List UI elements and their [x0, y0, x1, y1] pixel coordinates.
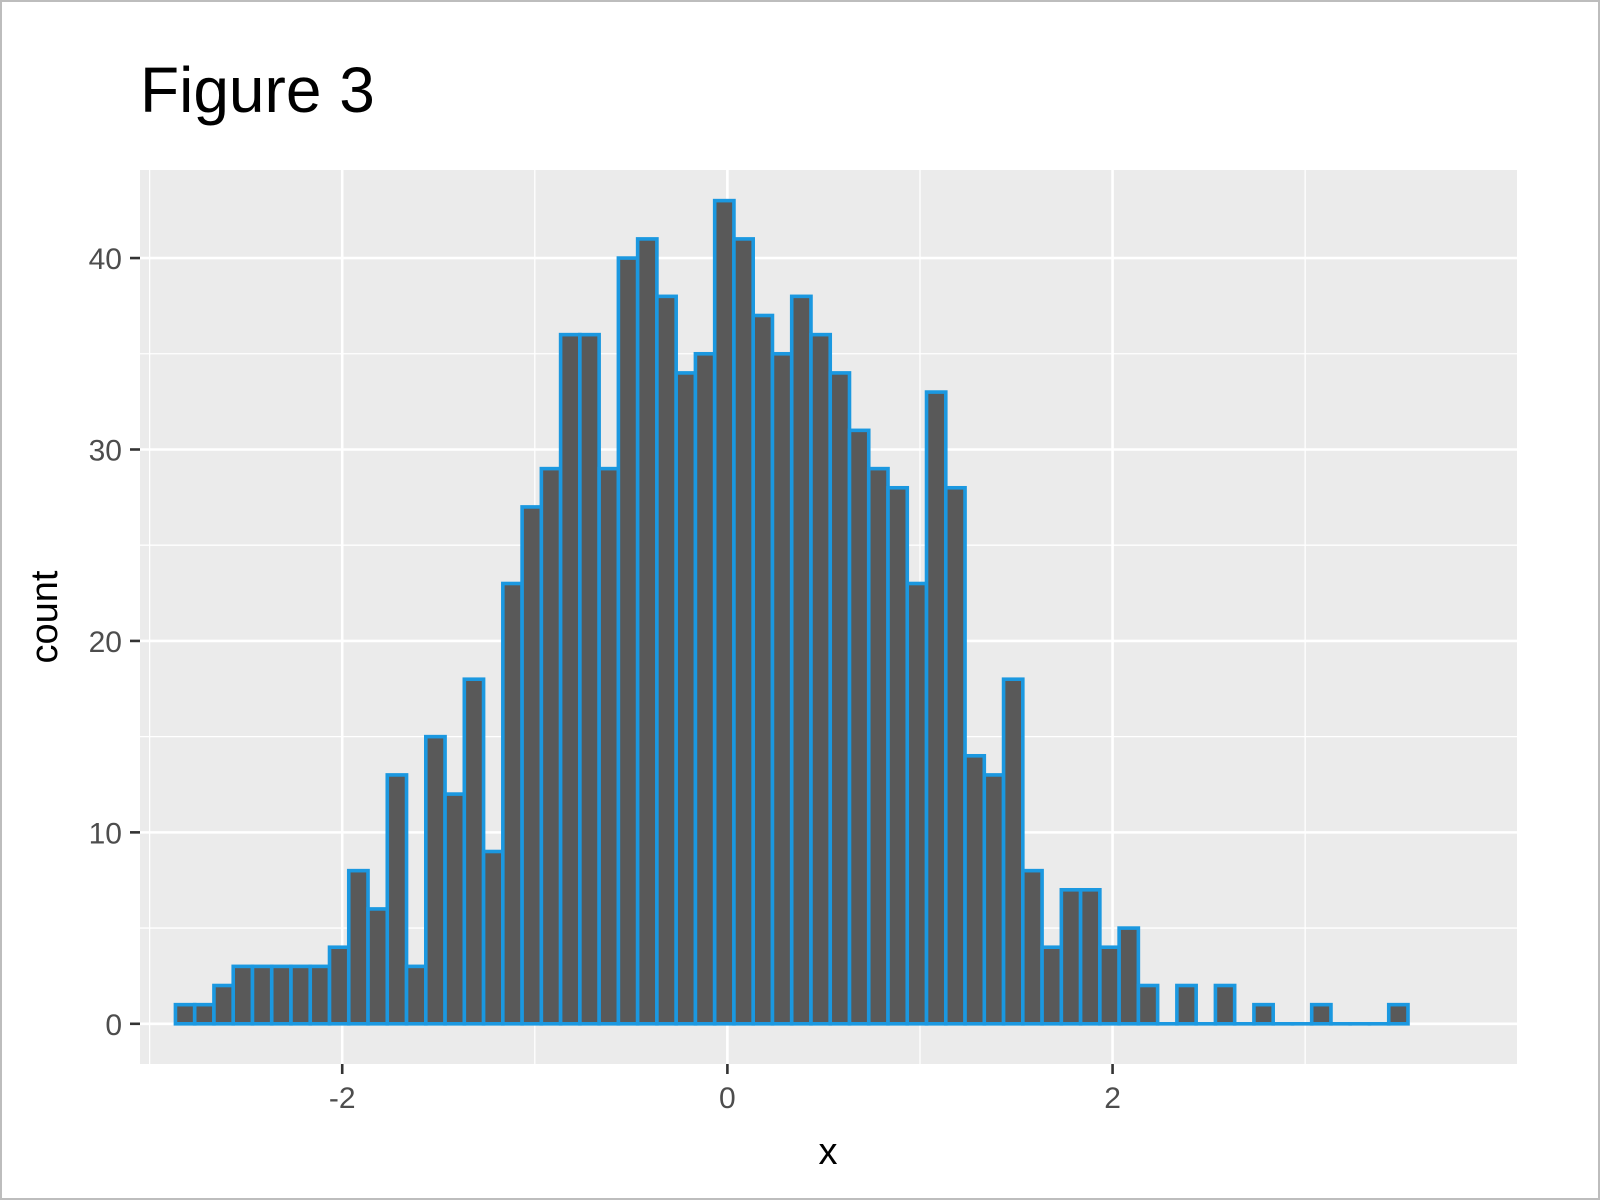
- y-tick-label: 20: [89, 626, 122, 659]
- histogram-bar: [655, 294, 678, 1026]
- histogram-bars: [173, 198, 1410, 1026]
- histogram-bar: [1117, 926, 1141, 1026]
- histogram-bar: [1059, 887, 1083, 1026]
- histogram-bar: [308, 964, 332, 1026]
- histogram-bar: [501, 581, 524, 1026]
- histogram-bar: [481, 849, 505, 1026]
- histogram-bar: [1098, 945, 1121, 1026]
- y-tick-label: 30: [89, 434, 122, 467]
- histogram-bar: [674, 371, 698, 1026]
- histogram-bar: [462, 677, 486, 1026]
- histogram-bar: [635, 237, 659, 1026]
- histogram-bar: [578, 332, 601, 1026]
- histogram-bar: [712, 198, 736, 1026]
- histogram-bar: [1213, 983, 1237, 1026]
- histogram-bar: [1001, 677, 1025, 1026]
- chart-title: Figure 3: [140, 54, 375, 126]
- histogram-bar: [828, 371, 852, 1026]
- x-axis: -2 0 2: [329, 1064, 1121, 1115]
- histogram-bar: [847, 428, 871, 1026]
- histogram-bar: [809, 332, 833, 1026]
- histogram-bar: [1252, 1002, 1275, 1026]
- histogram-bar: [212, 983, 236, 1026]
- y-tick-label: 40: [89, 243, 122, 276]
- histogram-bar: [423, 734, 447, 1026]
- histogram-bar: [250, 964, 274, 1026]
- histogram-bar: [597, 466, 621, 1026]
- y-axis-title: count: [24, 570, 66, 663]
- histogram-bar: [404, 964, 428, 1026]
- histogram-bar: [943, 485, 967, 1026]
- x-axis-title: x: [819, 1131, 838, 1173]
- histogram-bar: [520, 505, 544, 1026]
- histogram-bar: [1078, 887, 1102, 1026]
- histogram-bar: [924, 390, 948, 1026]
- histogram-bar: [385, 773, 409, 1026]
- histogram-bar: [1309, 1002, 1333, 1026]
- histogram-bar: [346, 868, 370, 1026]
- histogram-bar: [866, 466, 890, 1026]
- histogram-bar: [269, 964, 293, 1026]
- histogram-bar: [558, 332, 582, 1026]
- histogram-bar: [886, 485, 910, 1026]
- histogram-bar: [539, 466, 563, 1026]
- histogram-bar: [693, 351, 717, 1026]
- histogram-bar: [1021, 868, 1044, 1026]
- histogram-bar: [963, 753, 987, 1026]
- x-tick-label: 2: [1104, 1082, 1121, 1115]
- histogram-bar: [770, 351, 794, 1026]
- histogram-bar: [982, 773, 1006, 1026]
- histogram-bar: [443, 792, 467, 1026]
- histogram-bar: [1136, 983, 1160, 1026]
- histogram-bar: [327, 945, 351, 1026]
- histogram-bar: [732, 237, 755, 1026]
- histogram-bar: [1040, 945, 1064, 1026]
- histogram-bar: [289, 964, 313, 1026]
- histogram-bar: [751, 313, 775, 1026]
- x-tick-label: -2: [329, 1082, 356, 1115]
- histogram-bar: [905, 581, 929, 1026]
- histogram-bar: [789, 294, 813, 1026]
- histogram-bar: [231, 964, 255, 1026]
- histogram-bar: [192, 1002, 216, 1026]
- histogram-bar: [366, 907, 390, 1026]
- histogram-bar: [173, 1002, 197, 1026]
- histogram-bar: [616, 256, 640, 1026]
- histogram-bar: [1175, 983, 1198, 1026]
- x-tick-label: 0: [719, 1082, 736, 1115]
- y-tick-label: 10: [89, 817, 122, 850]
- y-tick-label: 0: [105, 1009, 122, 1042]
- histogram-bar: [1386, 1002, 1410, 1026]
- y-axis: 0 10 20 30 40: [89, 243, 140, 1042]
